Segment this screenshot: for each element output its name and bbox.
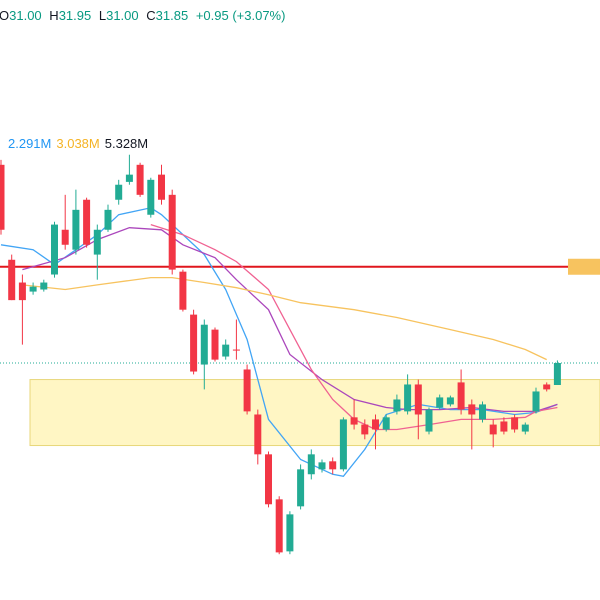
candle-body xyxy=(489,424,497,435)
close-label: C xyxy=(146,8,155,23)
candle-body xyxy=(243,369,251,412)
candle-body xyxy=(297,469,305,507)
candle-body xyxy=(200,324,208,365)
candle-body xyxy=(361,424,369,435)
candle-body xyxy=(168,194,176,270)
volume-legend: 2.291M 3.038M 5.328M xyxy=(8,136,148,151)
candle-body xyxy=(414,384,422,415)
candle-body xyxy=(286,514,294,552)
candle-body xyxy=(83,199,91,245)
open-value: 31.00 xyxy=(9,8,42,23)
candle-body xyxy=(125,174,133,182)
candle-body xyxy=(158,174,165,200)
low-value: 31.00 xyxy=(106,8,139,23)
candle-body xyxy=(350,417,358,425)
ohlc-header: O31.00 H31.95 L31.00 C31.85 +0.95 (+3.07… xyxy=(0,8,285,23)
candle-body xyxy=(436,397,444,408)
candle-body xyxy=(425,409,433,432)
candle-body xyxy=(393,399,401,412)
candle-body xyxy=(457,382,465,410)
candle-body xyxy=(18,282,26,301)
candle-body xyxy=(468,404,476,415)
candle-body xyxy=(339,419,347,470)
open-label: O xyxy=(0,8,9,23)
zone xyxy=(29,379,600,447)
volume-legend-item: 2.291M xyxy=(8,136,51,151)
volume-legend-item: 3.038M xyxy=(56,136,99,151)
candle-body xyxy=(521,424,529,432)
candle-body xyxy=(8,259,16,301)
candle-body xyxy=(446,397,454,405)
candle-body xyxy=(40,282,48,290)
candle-body xyxy=(232,349,240,351)
candle-body xyxy=(190,314,198,372)
candle-body xyxy=(179,271,187,310)
candle-body xyxy=(72,209,80,250)
candle-body xyxy=(265,454,272,505)
volume-legend-item: 5.328M xyxy=(105,136,148,151)
candle-body xyxy=(115,184,123,200)
candle-body xyxy=(254,414,262,455)
candle-body xyxy=(93,229,101,255)
candle-body xyxy=(318,462,326,470)
candle-body xyxy=(532,391,540,412)
candle-body xyxy=(329,461,337,470)
candle-body xyxy=(0,164,5,230)
candle-body xyxy=(511,417,519,430)
candle-body xyxy=(211,329,219,360)
candle-body xyxy=(147,179,155,215)
candle-body xyxy=(307,454,315,475)
candle-body xyxy=(543,384,551,390)
change: +0.95 (+3.07%) xyxy=(196,8,286,23)
moving-average xyxy=(22,276,547,361)
candle-body xyxy=(500,421,508,432)
candle-body xyxy=(404,384,412,412)
horizontal-line-handle xyxy=(568,258,600,275)
candle-body xyxy=(61,229,69,245)
candle-body xyxy=(479,404,486,420)
candle-body xyxy=(382,417,390,430)
candles xyxy=(0,154,561,555)
candle-body xyxy=(104,209,112,230)
candle-body xyxy=(51,224,58,275)
candle-body xyxy=(372,419,379,430)
candle-body xyxy=(136,164,144,195)
high-value: 31.95 xyxy=(59,8,92,23)
low-label: L xyxy=(99,8,106,23)
candle-body xyxy=(29,286,37,292)
high-label: H xyxy=(49,8,58,23)
close-value: 31.85 xyxy=(156,8,189,23)
candle-body xyxy=(222,344,230,357)
candle-body xyxy=(275,499,283,553)
candle-body xyxy=(553,363,561,385)
